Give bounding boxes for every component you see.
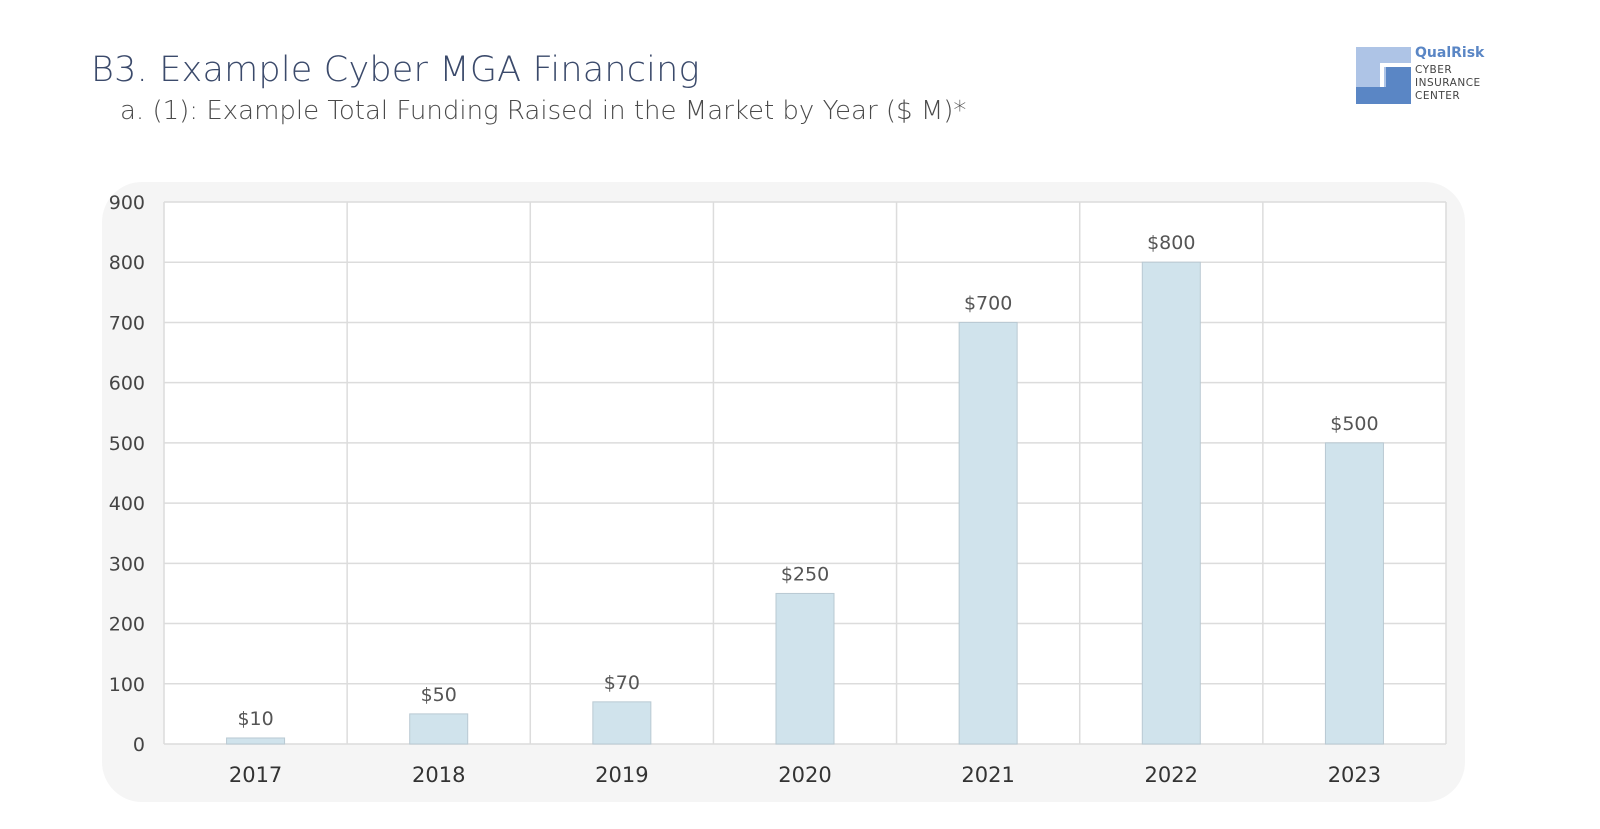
bar (1141, 261, 1201, 745)
data-label: $700 (964, 292, 1012, 314)
bar (1324, 442, 1384, 745)
y-tick-label: 600 (109, 373, 145, 395)
chart-subtitle: a. (1): Example Total Funding Raised in … (120, 96, 967, 126)
data-label: $50 (421, 684, 457, 706)
x-tick-label: 2019 (595, 763, 648, 787)
y-tick-label: 400 (109, 493, 145, 515)
y-tick-label: 200 (109, 614, 145, 636)
page-title: B3. Example Cyber MGA Financing (91, 50, 700, 90)
logo-brand: QualRisk (1415, 45, 1485, 61)
y-tick-label: 900 (109, 192, 145, 214)
y-tick-label: 100 (109, 674, 145, 696)
x-tick-label: 2020 (778, 763, 831, 787)
y-tick-label: 500 (109, 433, 145, 455)
y-tick-label: 300 (109, 553, 145, 575)
bar (409, 713, 469, 745)
x-tick-label: 2021 (961, 763, 1014, 787)
bar (775, 592, 835, 745)
bar (226, 737, 286, 745)
logo-subtext: CYBER INSURANCE CENTER (1415, 64, 1481, 102)
data-label: $70 (604, 672, 640, 694)
y-tick-label: 0 (133, 734, 145, 756)
y-tick-label: 700 (109, 312, 145, 334)
data-label: $800 (1147, 232, 1195, 254)
data-label: $10 (237, 708, 273, 730)
x-tick-label: 2023 (1328, 763, 1381, 787)
bar (592, 701, 652, 745)
qualrisk-logo: QualRisk CYBER INSURANCE CENTER (1356, 45, 1496, 107)
x-tick-label: 2022 (1145, 763, 1198, 787)
bar (958, 321, 1018, 745)
x-tick-label: 2018 (412, 763, 465, 787)
data-label: $250 (781, 563, 829, 585)
x-tick-label: 2017 (229, 763, 282, 787)
y-tick-label: 800 (109, 252, 145, 274)
data-label: $500 (1330, 413, 1378, 435)
